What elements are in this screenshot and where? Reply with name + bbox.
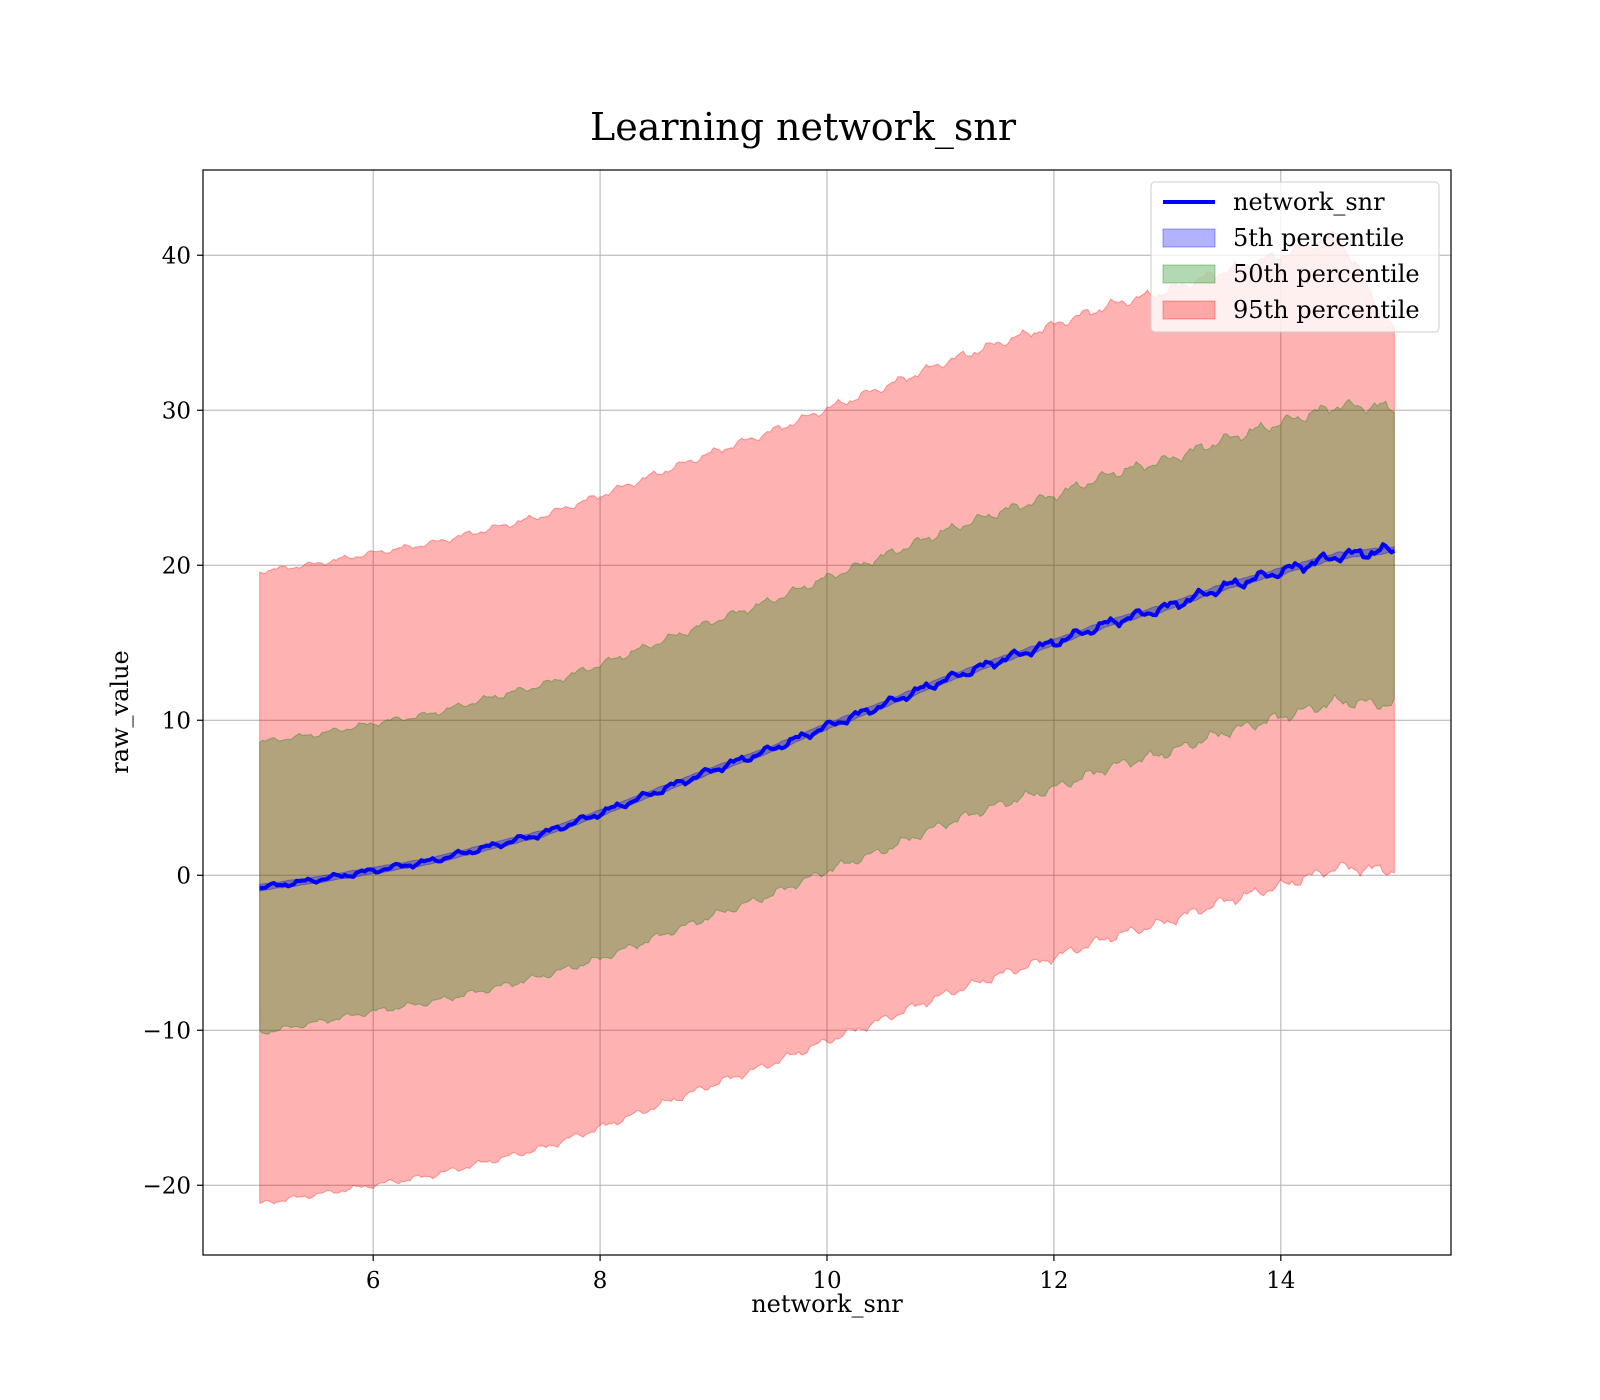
series-line-network-snr (259, 542, 1396, 891)
x-tick-label: 10 (812, 1268, 841, 1294)
legend-label: 95th percentile (1233, 296, 1420, 324)
legend-label: network_snr (1233, 188, 1385, 216)
y-tick-label: 40 (162, 243, 191, 269)
x-tick-label: 8 (593, 1268, 608, 1294)
y-tick-label: 30 (162, 398, 191, 424)
plot-area (203, 170, 1451, 1255)
y-tick-label: −10 (142, 1018, 191, 1044)
legend-box (1150, 181, 1440, 333)
legend-swatch-band (1162, 228, 1216, 248)
y-tick-label: −20 (142, 1173, 191, 1199)
x-tick-label: 12 (1039, 1268, 1068, 1294)
y-tick-label: 0 (176, 863, 191, 889)
y-tick-label: 20 (162, 553, 191, 579)
legend-swatch-band (1162, 300, 1216, 320)
chart-title: Learning network_snr (590, 105, 1017, 150)
x-tick-label: 6 (366, 1268, 381, 1294)
legend: network_snr 5th percentile 50th percentile… (1150, 181, 1440, 333)
band-50th-percentile (259, 398, 1395, 1035)
legend-label: 5th percentile (1233, 224, 1404, 252)
y-axis-ticks: −20 −10 0 10 20 30 40 (142, 243, 203, 1199)
x-axis-ticks: 6 8 10 12 14 (366, 1255, 1295, 1294)
x-axis-label: network_snr (751, 1290, 903, 1318)
x-tick-label: 14 (1266, 1268, 1295, 1294)
legend-label: 50th percentile (1233, 260, 1420, 288)
y-tick-label: 10 (162, 708, 191, 734)
y-axis-label: raw_value (106, 650, 134, 774)
band-95th-percentile (259, 230, 1395, 1205)
legend-swatch-band (1162, 264, 1216, 284)
